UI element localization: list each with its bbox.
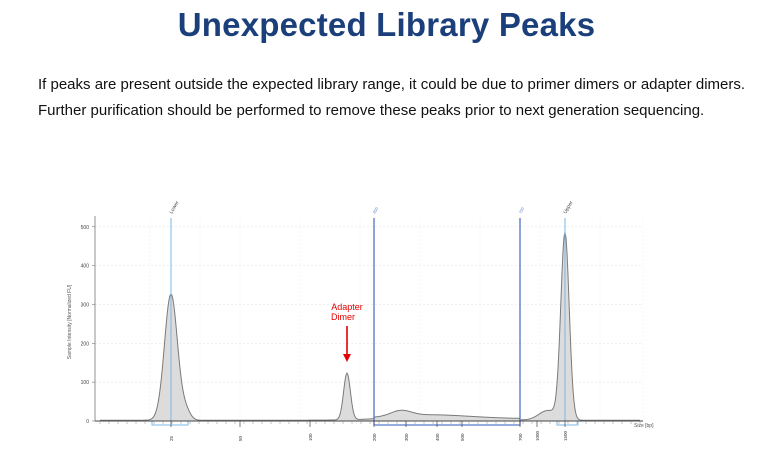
y-tick-label: 200 bbox=[81, 341, 90, 347]
marker-layer: Lower 200 700 Upper bbox=[151, 200, 579, 426]
marker-label-200: 200 bbox=[372, 206, 380, 215]
lower-marker-bracket bbox=[151, 421, 189, 426]
x-tick-label: 25 bbox=[169, 435, 174, 441]
y-tick-label: 500 bbox=[81, 225, 90, 231]
y-axis-label: Sample Intensity [Normalized FU] bbox=[67, 284, 73, 359]
x-tick-label: 200 bbox=[372, 433, 377, 441]
x-tick-label: 50 bbox=[238, 435, 243, 441]
slide-body-text: If peaks are present outside the expecte… bbox=[38, 76, 746, 119]
x-axis-label: Size [bp] bbox=[634, 423, 654, 429]
x-tick-label: 500 bbox=[460, 433, 465, 441]
library-region-bracket bbox=[373, 421, 521, 426]
x-tick-label: 400 bbox=[435, 433, 440, 441]
x-tick-label: 700 bbox=[518, 433, 523, 441]
trace-fill-area bbox=[100, 232, 640, 421]
y-tick-label: 0 bbox=[86, 419, 89, 425]
adapter-dimer-annotation: Adapter Dimer bbox=[331, 302, 363, 362]
x-tick-label: 1500 bbox=[563, 430, 568, 441]
trace-line bbox=[100, 232, 640, 421]
x-tick-label: 100 bbox=[308, 433, 313, 441]
y-tick-label: 400 bbox=[81, 264, 90, 270]
annotation-arrowhead bbox=[343, 354, 351, 362]
marker-label-700: 700 bbox=[518, 206, 526, 215]
slide-title: Unexpected Library Peaks bbox=[177, 6, 596, 43]
marker-label-upper: Upper bbox=[563, 200, 575, 215]
x-tick-label: 1000 bbox=[535, 430, 540, 441]
y-tick-label: 100 bbox=[81, 380, 90, 386]
y-tick-label: 300 bbox=[81, 302, 90, 308]
annotation-label-line1: Adapter bbox=[331, 302, 363, 312]
annotation-label-line2: Dimer bbox=[331, 312, 355, 322]
x-tick-label: 300 bbox=[404, 433, 409, 441]
upper-marker-bracket bbox=[556, 421, 579, 426]
chart-axes: 0 100 200 300 400 500 25 50 100 200 300 400 500 700 10… bbox=[81, 216, 643, 441]
marker-label-lower: Lower bbox=[169, 200, 181, 215]
